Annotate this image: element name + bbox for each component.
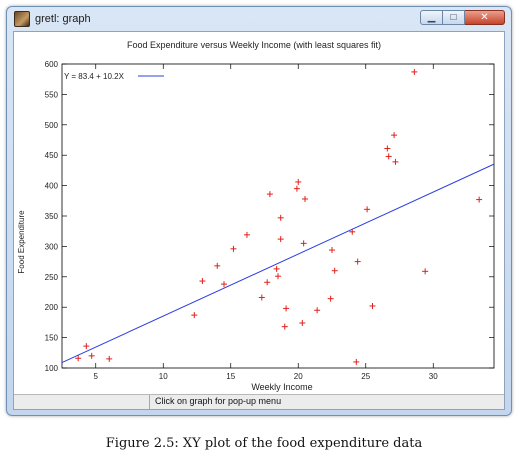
scatter-plot[interactable]: Food Expenditure versus Weekly Income (w… <box>14 32 504 394</box>
data-point <box>353 358 360 365</box>
y-tick-label: 150 <box>45 334 59 343</box>
data-point <box>230 245 237 252</box>
y-tick-label: 200 <box>45 303 59 312</box>
data-point <box>243 231 250 238</box>
data-point <box>299 320 306 327</box>
data-point <box>214 262 221 269</box>
data-point <box>476 196 483 203</box>
status-divider <box>149 395 150 409</box>
data-point <box>275 273 281 280</box>
data-point <box>281 323 288 330</box>
data-point <box>199 278 206 285</box>
y-tick-label: 300 <box>45 242 59 251</box>
fit-line <box>61 163 495 364</box>
chart-title: Food Expenditure versus Weekly Income (w… <box>127 40 381 50</box>
data-point <box>391 132 398 139</box>
data-point <box>411 68 418 75</box>
y-tick-label: 100 <box>45 364 59 373</box>
data-point <box>88 352 95 359</box>
y-tick-label: 250 <box>45 273 59 282</box>
data-point <box>295 178 302 185</box>
x-tick-label: 30 <box>429 372 438 381</box>
x-tick-label: 15 <box>226 372 235 381</box>
close-button[interactable]: ✕ <box>465 10 505 25</box>
data-point <box>258 294 265 301</box>
data-point <box>277 236 284 243</box>
legend: Y = 83.4 + 10.2X <box>64 72 164 81</box>
status-text: Click on graph for pop-up menu <box>155 396 282 406</box>
data-point <box>273 265 280 272</box>
y-axis-label: Food Expenditure <box>17 210 26 274</box>
data-point <box>83 343 90 350</box>
x-tick-label: 5 <box>94 372 99 381</box>
status-bar: Click on graph for pop-up menu <box>14 394 504 409</box>
graph-area[interactable]: Food Expenditure versus Weekly Income (w… <box>13 31 505 410</box>
data-point <box>331 267 338 274</box>
data-point <box>302 195 308 202</box>
data-point <box>392 158 399 165</box>
x-tick-label: 25 <box>361 372 370 381</box>
data-point <box>354 258 361 265</box>
graph-window: gretl: graph ▁ □ ✕ Food Expenditure vers… <box>6 6 512 416</box>
y-tick-label: 500 <box>45 121 59 130</box>
x-tick-label: 10 <box>159 372 168 381</box>
data-point <box>369 302 376 309</box>
fit-line-layer <box>61 163 495 364</box>
axes: 100 150 200 250 300 350 400 450 500 550 600 5 10 15 20… <box>45 60 495 381</box>
window-controls: ▁ □ ✕ <box>420 10 505 25</box>
y-tick-label: 600 <box>45 60 59 69</box>
minimize-button[interactable]: ▁ <box>420 10 443 25</box>
y-tick-label: 450 <box>45 151 59 160</box>
gretl-app-icon <box>14 11 30 27</box>
data-point <box>384 145 391 152</box>
data-point <box>349 228 356 235</box>
data-point <box>191 312 198 319</box>
legend-label: Y = 83.4 + 10.2X <box>64 72 125 81</box>
maximize-button[interactable]: □ <box>443 10 465 25</box>
plot-frame <box>61 63 495 369</box>
data-point <box>277 214 284 221</box>
data-points <box>75 68 483 365</box>
data-point <box>106 355 113 362</box>
data-point <box>266 191 273 198</box>
data-point <box>283 305 290 312</box>
data-point <box>364 206 371 213</box>
x-axis-label: Weekly Income <box>251 382 312 392</box>
data-point <box>314 307 321 314</box>
data-point <box>75 355 82 362</box>
y-tick-label: 400 <box>45 182 59 191</box>
title-bar[interactable]: gretl: graph ▁ □ ✕ <box>7 7 511 31</box>
data-point <box>422 268 429 275</box>
data-point <box>264 279 271 286</box>
data-point <box>221 281 227 288</box>
y-tick-label: 350 <box>45 212 59 221</box>
figure-caption: Figure 2.5: XY plot of the food expendit… <box>105 436 423 451</box>
data-point <box>300 240 307 247</box>
data-point <box>327 295 334 302</box>
window-title: gretl: graph <box>35 13 91 25</box>
data-point <box>329 247 335 254</box>
x-tick-label: 20 <box>294 372 303 381</box>
data-point <box>385 153 392 160</box>
y-tick-label: 550 <box>45 90 59 99</box>
data-point <box>293 185 300 192</box>
